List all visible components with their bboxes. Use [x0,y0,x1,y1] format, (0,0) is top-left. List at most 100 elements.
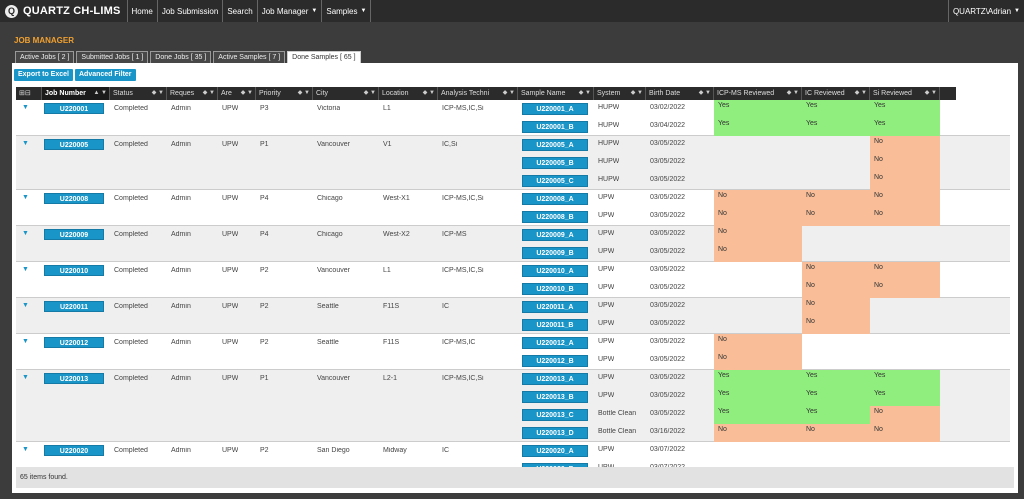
column-header-sample-name[interactable]: Sample Name ◆ ▼ [518,87,594,100]
sample-name-button[interactable]: U220013_C [522,409,588,421]
nav-item-search[interactable]: Search [223,0,258,22]
sort-filter-icon[interactable]: ◆ ▼ [698,90,711,96]
expand-toggle-icon[interactable]: ▼ [22,104,29,111]
cell-ic-reviewed [802,442,870,460]
expand-toggle-icon[interactable]: ▼ [22,446,29,453]
expand-toggle-icon[interactable]: ▼ [22,338,29,345]
cell-requester: Admin [171,447,191,454]
export-excel-button[interactable]: Export to Excel [14,69,73,81]
sort-filter-icon[interactable]: ◆ ▼ [151,90,164,96]
cell-si-reviewed [870,244,940,262]
cell-status: Completed [114,231,148,238]
sample-name-button[interactable]: U220020_B [522,463,588,467]
column-header-reques[interactable]: Reques ◆ ▼ [167,87,218,100]
column-header-birth-date[interactable]: Birth Date ◆ ▼ [646,87,714,100]
tab-4[interactable]: Done Samples [ 65 ] [287,51,361,63]
sample-name-button[interactable]: U220013_B [522,391,588,403]
cell-city: Vancouver [317,267,350,274]
column-header-ic-reviewed[interactable]: IC Reviewed ◆ ▼ [802,87,870,100]
nav-item-job-manager[interactable]: Job Manager ▼ [258,0,323,22]
sample-name-button[interactable]: U220005_B [522,157,588,169]
user-menu[interactable]: QUARTZ\Adrian ▼ [947,0,1024,22]
sample-name-button[interactable]: U220013_D [522,427,588,439]
column-header-status[interactable]: Status ◆ ▼ [110,87,167,100]
sort-filter-icon[interactable]: ◆ ▼ [578,90,591,96]
expand-toggle-icon[interactable]: ▼ [22,266,29,273]
job-group-row: ▼ U220020 Completed Admin UPW P2 San Diego Midw… [16,442,1010,467]
nav-item-samples[interactable]: Samples ▼ [322,0,372,22]
job-number-button[interactable]: U220009 [44,229,104,240]
sort-filter-icon[interactable]: ◆ ▼ [854,90,867,96]
sample-name-button[interactable]: U220020_A [522,445,588,457]
sample-name-button[interactable]: U220012_A [522,337,588,349]
cell-icp-reviewed: Yes [714,370,802,388]
job-number-button[interactable]: U220008 [44,193,104,204]
cell-icp-reviewed [714,262,802,280]
cell-ic-reviewed [802,460,870,467]
job-number-button[interactable]: U220005 [44,139,104,150]
expand-all-icon[interactable]: ⊞⊟ [16,87,42,100]
job-number-button[interactable]: U220001 [44,103,104,114]
sample-name-button[interactable]: U220009_A [522,229,588,241]
cell-birth-date: 03/05/2022 [650,374,686,381]
cell-requester: Admin [171,339,191,346]
expand-toggle-icon[interactable]: ▼ [22,230,29,237]
job-number-button[interactable]: U220011 [44,301,104,312]
sample-name-button[interactable]: U220010_A [522,265,588,277]
sort-filter-icon[interactable]: ◆ ▼ [363,90,376,96]
column-header-si-reviewed[interactable]: Si Reviewed ◆ ▼ [870,87,940,100]
column-header-analysis-techni[interactable]: Analysis Techni ◆ ▼ [438,87,518,100]
sample-name-button[interactable]: U220012_B [522,355,588,367]
sample-name-button[interactable]: U220005_C [522,175,588,187]
sample-name-button[interactable]: U220010_B [522,283,588,295]
cell-ic-reviewed: Yes [802,388,870,406]
job-number-button[interactable]: U220020 [44,445,104,456]
nav-item-home[interactable]: Home [128,0,158,22]
job-number-button[interactable]: U220010 [44,265,104,276]
column-header-city[interactable]: City ◆ ▼ [313,87,379,100]
sort-filter-icon[interactable]: ◆ ▼ [786,90,799,96]
sample-name-button[interactable]: U220013_A [522,373,588,385]
cell-analysis: ICP-MS,IC,Si [442,105,484,112]
job-number-button[interactable]: U220013 [44,373,104,384]
cell-status: Completed [114,339,148,346]
sample-name-button[interactable]: U220001_A [522,103,588,115]
job-number-button[interactable]: U220012 [44,337,104,348]
sample-name-button[interactable]: U220001_B [522,121,588,133]
column-header-icp-ms-reviewed[interactable]: ICP-MS Reviewed ◆ ▼ [714,87,802,100]
expand-toggle-icon[interactable]: ▼ [22,374,29,381]
sort-filter-icon[interactable]: ◆ ▼ [924,90,937,96]
sort-filter-icon[interactable]: ◆ ▼ [422,90,435,96]
expand-toggle-icon[interactable]: ▼ [22,140,29,147]
column-header-priority[interactable]: Priority ◆ ▼ [256,87,313,100]
sample-name-button[interactable]: U220011_A [522,301,588,313]
expand-toggle-icon[interactable]: ▼ [22,302,29,309]
nav-item-job-submission[interactable]: Job Submission [158,0,224,22]
cell-si-reviewed: Yes [870,100,940,118]
sort-filter-icon[interactable]: ◆ ▼ [240,90,253,96]
sample-name-button[interactable]: U220005_A [522,139,588,151]
sample-name-button[interactable]: U220008_B [522,211,588,223]
tab-2[interactable]: Done Jobs [ 35 ] [150,51,212,63]
sort-filter-icon[interactable]: ◆ ▼ [297,90,310,96]
sample-name-button[interactable]: U220009_B [522,247,588,259]
sort-filter-icon[interactable]: ▲ ▼ [93,90,107,96]
sort-filter-icon[interactable]: ◆ ▼ [202,90,215,96]
column-header-are[interactable]: Are ◆ ▼ [218,87,256,100]
expand-toggle-icon[interactable]: ▼ [22,194,29,201]
advanced-filter-button[interactable]: Advanced Filter [75,69,136,81]
tab-3[interactable]: Active Samples [ 7 ] [213,51,286,63]
sort-filter-icon[interactable]: ◆ ▼ [630,90,643,96]
sort-filter-icon[interactable]: ◆ ▼ [502,90,515,96]
app-logo[interactable]: Q QUARTZ CH-LIMS [0,0,128,22]
cell-area: UPW [222,105,239,112]
tab-0[interactable]: Active Jobs [ 2 ] [15,51,75,63]
column-header-job-number[interactable]: Job Number ▲ ▼ [42,87,110,100]
nav-item-label: Search [227,6,253,16]
tab-1[interactable]: Submitted Jobs [ 1 ] [76,51,149,63]
column-header-location[interactable]: Location ◆ ▼ [379,87,438,100]
top-nav-bar: Q QUARTZ CH-LIMS Home Job Submission Searc… [0,0,1024,22]
sample-name-button[interactable]: U220008_A [522,193,588,205]
column-header-system[interactable]: System ◆ ▼ [594,87,646,100]
sample-name-button[interactable]: U220011_B [522,319,588,331]
